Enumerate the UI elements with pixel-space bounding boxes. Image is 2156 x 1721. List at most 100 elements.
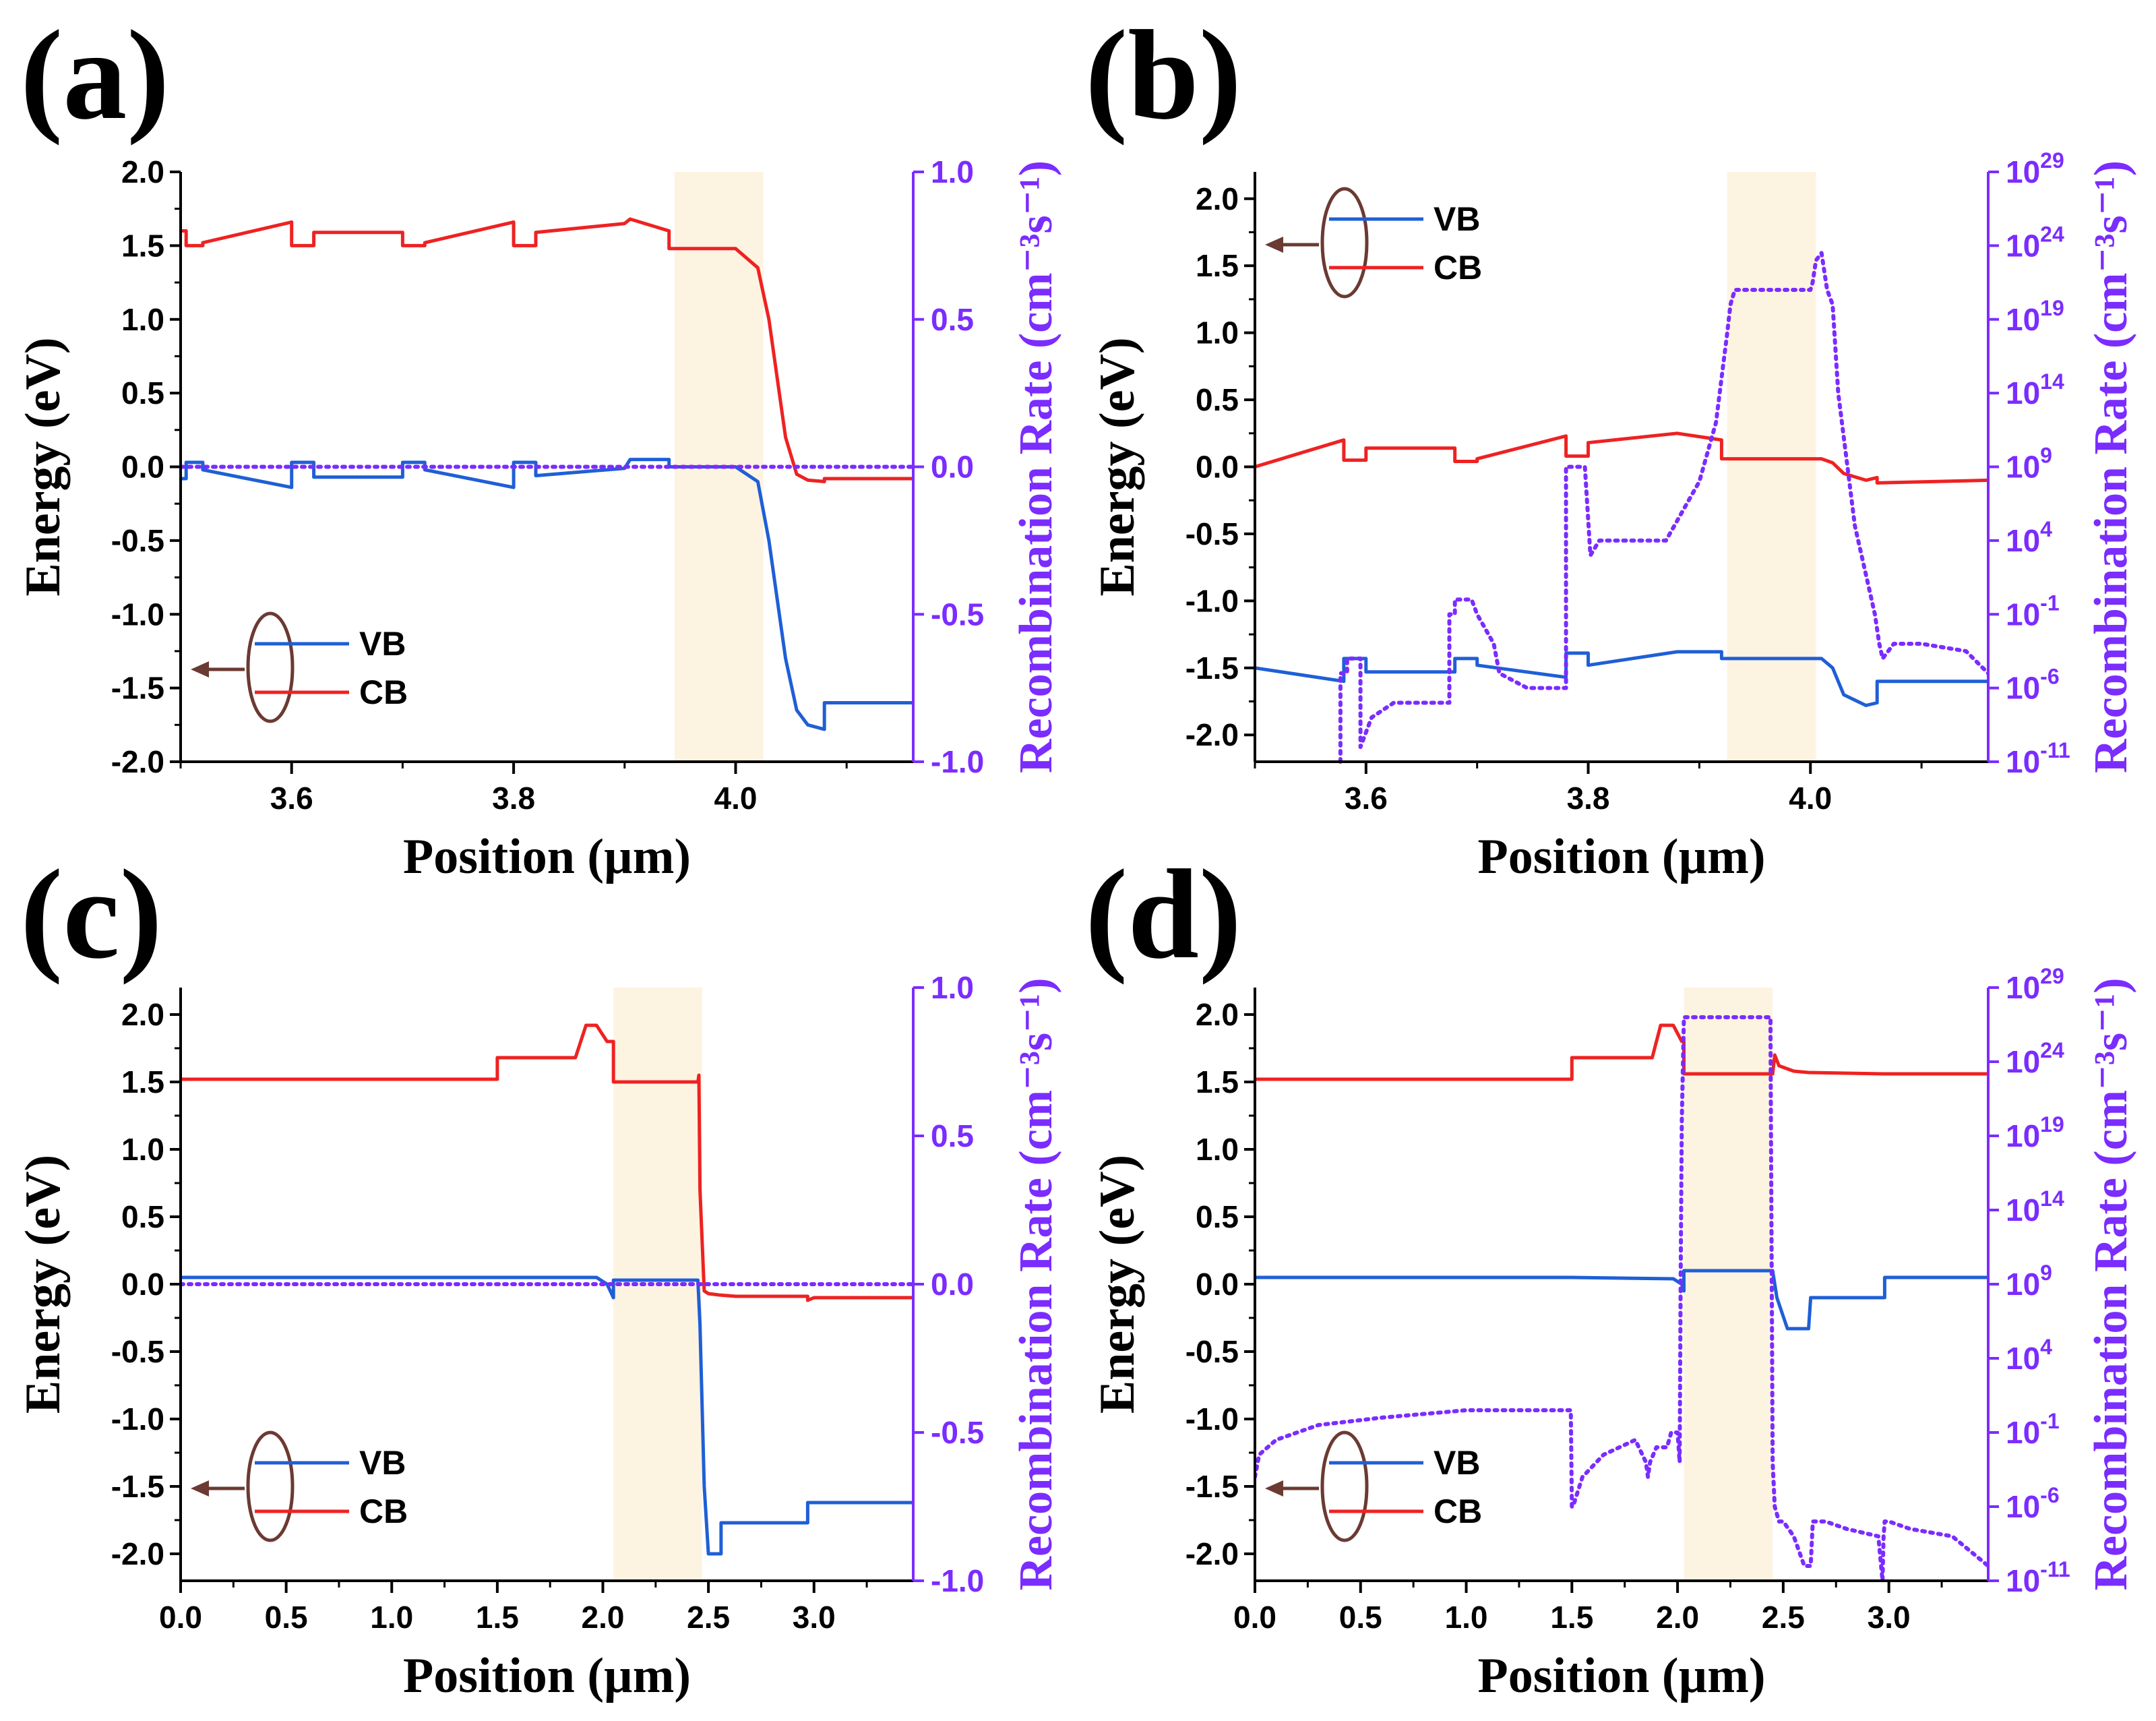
- x-axis-title-c: Position (µm): [403, 1648, 691, 1703]
- y2-tick-label-d-4: 109: [2006, 1261, 2052, 1302]
- y-tick-label-a-4: 0.0: [121, 450, 164, 485]
- y2-tick-label-a-1: 0.5: [931, 302, 974, 337]
- series-vb-c: [181, 1275, 913, 1556]
- y-tick-label-b-1: 1.5: [1196, 248, 1239, 283]
- y2-tick-label-b-1: 1024: [2006, 222, 2064, 263]
- legend-label-vb-b: VB: [1434, 200, 1480, 238]
- y-tick-label-c-7: -1.5: [111, 1469, 164, 1504]
- panel-label-b: (b): [1085, 5, 1241, 146]
- chart-root: (a) 3.6 3.8 4.0 2.0 1.5 1.0 0.5 0.0 -0.5 -1.0 -1.5 -…: [16, 5, 2137, 1703]
- y2-axis-title-a: Recombination Rate (cm⁻³s⁻¹): [1010, 160, 1062, 773]
- legend-label-cb-c: CB: [359, 1492, 408, 1530]
- y-tick-label-c-4: 0.0: [121, 1267, 164, 1302]
- series-cb-b: [1255, 431, 1988, 485]
- y2-axis-title-c: Recombination Rate (cm⁻³s⁻¹): [1010, 977, 1062, 1590]
- legend-arrow-head-a: [191, 661, 209, 677]
- y-tick-label-c-1: 1.5: [121, 1064, 164, 1099]
- y-tick-label-a-3: 0.5: [121, 375, 164, 411]
- x-tick-label-b-2: 4.0: [1789, 781, 1832, 816]
- y-tick-label-a-6: -1.0: [111, 597, 164, 632]
- y2-tick-label-b-2: 1019: [2006, 296, 2064, 337]
- legend-label-vb-a: VB: [359, 625, 406, 663]
- x-tick-label-c-6: 3.0: [793, 1600, 836, 1635]
- panel-label-a: (a): [20, 5, 170, 146]
- series-vb-a: [181, 458, 913, 731]
- y-tick-label-b-2: 1.0: [1196, 315, 1239, 351]
- y2-tick-label-d-8: 10-11: [2006, 1557, 2070, 1598]
- x-tick-label-a-1: 3.8: [492, 781, 535, 816]
- x-tick-label-c-5: 2.5: [687, 1600, 730, 1635]
- y2-tick-label-d-7: 10-6: [2006, 1483, 2060, 1524]
- x-tick-label-d-2: 1.0: [1445, 1600, 1488, 1635]
- y-tick-label-d-0: 2.0: [1196, 997, 1239, 1032]
- y-tick-label-d-3: 0.5: [1196, 1199, 1239, 1234]
- y-tick-label-b-7: -1.5: [1185, 651, 1239, 686]
- y2-tick-label-c-2: 0.0: [931, 1267, 974, 1302]
- panel-label-d: (d): [1085, 844, 1241, 986]
- panel-label-c: (c): [20, 844, 162, 986]
- y-tick-label-a-0: 2.0: [121, 154, 164, 189]
- x-tick-label-d-4: 2.0: [1656, 1600, 1699, 1635]
- x-tick-label-d-3: 1.5: [1550, 1600, 1593, 1635]
- x-tick-label-a-2: 4.0: [714, 781, 758, 816]
- series-recombination-b: [1338, 251, 1988, 764]
- y-tick-label-c-8: -2.0: [111, 1536, 164, 1571]
- y-tick-label-b-6: -1.0: [1185, 583, 1239, 618]
- y-tick-label-b-5: -0.5: [1185, 516, 1239, 551]
- legend-label-cb-d: CB: [1434, 1492, 1482, 1530]
- legend-label-vb-d: VB: [1434, 1444, 1480, 1482]
- y2-tick-label-b-4: 109: [2006, 444, 2052, 485]
- panel-b: (b) 3.6 3.8 4.0 2.0 1.5 1.0 0.5 0.0 -0.5 -1.0 -1.5 -…: [1085, 5, 2137, 884]
- y2-tick-label-d-3: 1014: [2006, 1186, 2064, 1228]
- y2-tick-label-b-7: 10-6: [2006, 665, 2060, 706]
- x-tick-label-c-2: 1.0: [370, 1600, 413, 1635]
- x-axis-title-a: Position (µm): [403, 829, 691, 884]
- legend-arrow-head-b: [1265, 237, 1283, 253]
- y-tick-label-b-8: -2.0: [1185, 717, 1239, 752]
- y2-tick-label-d-5: 104: [2006, 1335, 2052, 1376]
- x-tick-label-b-1: 3.8: [1567, 781, 1610, 816]
- y-tick-label-a-8: -2.0: [111, 744, 164, 779]
- y2-axis-title-b: Recombination Rate (cm⁻³s⁻¹): [2085, 160, 2137, 773]
- legend-ellipse-a: [246, 611, 295, 723]
- y-axis-title-d: Energy (eV): [1090, 1155, 1145, 1414]
- y2-tick-label-b-8: 10-11: [2006, 738, 2070, 779]
- y-tick-label-a-1: 1.5: [121, 228, 164, 263]
- y-tick-label-c-3: 0.5: [121, 1199, 164, 1234]
- x-tick-label-d-6: 3.0: [1868, 1600, 1911, 1635]
- x-tick-label-c-0: 0.0: [159, 1600, 202, 1635]
- y2-tick-label-d-2: 1019: [2006, 1112, 2064, 1153]
- y-tick-label-d-7: -1.5: [1185, 1469, 1239, 1504]
- x-tick-label-d-0: 0.0: [1233, 1600, 1276, 1635]
- y2-axis-title-d: Recombination Rate (cm⁻³s⁻¹): [2085, 977, 2137, 1590]
- y-tick-label-d-4: 0.0: [1196, 1267, 1239, 1302]
- y2-tick-label-b-6: 10-1: [2006, 591, 2060, 632]
- y-tick-label-a-7: -1.5: [111, 671, 164, 706]
- y2-tick-label-a-2: 0.0: [931, 450, 974, 485]
- series-recombination-d: [1255, 1015, 1988, 1583]
- y-tick-label-b-4: 0.0: [1196, 450, 1239, 485]
- legend-ellipse-b: [1320, 187, 1369, 299]
- x-tick-label-d-5: 2.5: [1762, 1600, 1805, 1635]
- legend-arrow-head-d: [1265, 1480, 1283, 1497]
- legend-arrow-head-c: [191, 1480, 209, 1497]
- legend-label-vb-c: VB: [359, 1444, 406, 1482]
- x-tick-label-c-3: 1.5: [476, 1600, 519, 1635]
- y2-tick-label-c-4: -1.0: [931, 1563, 984, 1598]
- y-axis-title-a: Energy (eV): [16, 337, 71, 596]
- x-tick-label-b-0: 3.6: [1345, 781, 1388, 816]
- y-tick-label-c-5: -0.5: [111, 1334, 164, 1369]
- series-cb-a: [181, 217, 913, 483]
- highlight-band-b: [1727, 172, 1816, 762]
- legend-ellipse-d: [1320, 1430, 1369, 1542]
- y-tick-label-c-2: 1.0: [121, 1132, 164, 1167]
- x-tick-label-d-1: 0.5: [1339, 1600, 1382, 1635]
- y-tick-label-b-3: 0.5: [1196, 382, 1239, 417]
- x-tick-label-c-4: 2.0: [582, 1600, 625, 1635]
- y-tick-label-d-6: -1.0: [1185, 1401, 1239, 1437]
- x-tick-label-a-0: 3.6: [270, 781, 313, 816]
- panel-c: (c) 0.0 0.5 1.0 1.5 2.0 2.5 3.0 2.0 1.5 1.0 0.5 0.0 -…: [16, 844, 1062, 1703]
- y2-tick-label-b-0: 1029: [2006, 148, 2064, 189]
- y2-tick-label-b-5: 104: [2006, 517, 2052, 558]
- x-tick-label-c-1: 0.5: [265, 1600, 308, 1635]
